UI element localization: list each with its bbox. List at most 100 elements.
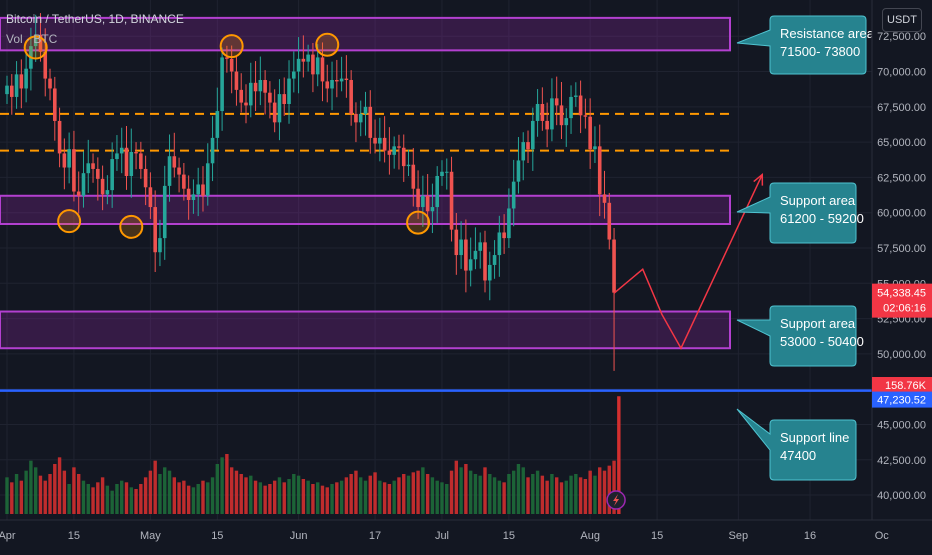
projection-path[interactable] — [613, 173, 764, 350]
zone-rect[interactable] — [0, 310, 731, 350]
callout-box[interactable]: Resistance area 71500- 73800 — [736, 15, 875, 75]
currency-button[interactable]: USDT — [882, 8, 922, 32]
candle-body — [526, 142, 530, 150]
projection-polyline[interactable] — [613, 174, 763, 350]
symbol-title[interactable]: Bitcoin / TetherUS, 1D, BINANCE — [6, 12, 184, 26]
zone-rect[interactable] — [0, 16, 731, 52]
candle-body — [53, 88, 57, 121]
volume-bar — [77, 474, 81, 514]
volume-bar — [167, 470, 172, 514]
candle-body — [344, 78, 349, 80]
candle-body — [153, 207, 157, 253]
time-tick-label[interactable]: 15 — [651, 530, 663, 542]
candle-body — [368, 106, 373, 138]
zone-rects[interactable] — [0, 16, 731, 350]
candle-body — [62, 153, 67, 168]
candle-body — [358, 113, 363, 123]
price-tick-label[interactable]: 50,000.00 — [877, 349, 926, 361]
touch-circle[interactable] — [219, 34, 244, 59]
touch-circles[interactable] — [23, 32, 431, 239]
volume-legend[interactable]: Vol · BTC — [6, 32, 58, 46]
candle-body — [43, 51, 48, 79]
price-tick-label[interactable]: 72,500.00 — [877, 31, 926, 43]
volume-bar — [392, 480, 396, 514]
price-tick-label[interactable]: 62,500.00 — [877, 172, 926, 184]
candle-body — [588, 116, 592, 150]
volume-bar — [473, 474, 478, 514]
candle-body — [487, 264, 492, 281]
touch-circle[interactable] — [23, 35, 48, 60]
zone-rect[interactable] — [0, 194, 731, 226]
time-axis[interactable]: Apr 15 May 15 Jun 17 Jul 15 Aug 15 Sep 16 Oc — [0, 519, 932, 550]
volume-bar — [206, 482, 210, 514]
time-tick-label[interactable]: Jun — [290, 530, 308, 542]
callout-box[interactable]: Support area 53000 - 50400 — [736, 305, 864, 367]
volume-bar — [373, 472, 377, 514]
volume-bar — [449, 470, 454, 514]
candle-body — [225, 57, 229, 59]
time-tick-label[interactable]: Oc — [875, 530, 890, 542]
volume-bar — [292, 474, 296, 514]
candle-body — [545, 120, 549, 130]
candle-body — [554, 98, 559, 106]
candle-body — [531, 120, 535, 150]
time-tick-label[interactable]: 15 — [68, 530, 80, 542]
time-tick-label[interactable]: 15 — [211, 530, 223, 542]
time-tick-label[interactable]: Sep — [729, 530, 749, 542]
volume-bar — [201, 480, 205, 514]
price-axis[interactable]: 72,500.00 70,000.00 67,500.00 65,000.00 62,5… — [871, 0, 932, 520]
volume-bar — [559, 482, 564, 514]
price-tick-label[interactable]: 65,000.00 — [877, 137, 926, 149]
volume-bar — [148, 470, 153, 514]
candle-body — [306, 54, 310, 62]
volume-bar — [416, 470, 420, 514]
candle-body — [550, 98, 554, 130]
volume-bar — [435, 480, 439, 514]
touch-circle[interactable] — [57, 209, 82, 234]
volume-bar — [129, 487, 133, 514]
price-tick-label[interactable]: 40,000.00 — [877, 490, 926, 502]
price-tick-label[interactable]: 42,500.00 — [877, 455, 926, 467]
callout-shape — [736, 408, 857, 481]
candle-body — [574, 95, 578, 97]
volume-bar — [468, 470, 473, 514]
candle-body — [57, 120, 62, 154]
candle-body — [167, 156, 172, 186]
volume-bar — [354, 470, 358, 514]
price-tick-label[interactable]: 70,000.00 — [877, 67, 926, 79]
callout-shape — [736, 182, 857, 244]
touch-circle[interactable] — [119, 214, 144, 239]
time-tick-label[interactable]: 17 — [369, 530, 381, 542]
candle-body — [205, 163, 210, 196]
callout-box[interactable]: Support area 61200 - 59200 — [736, 182, 864, 244]
volume-bar — [29, 460, 33, 514]
callouts[interactable]: Resistance area 71500- 73800 Support area 6… — [736, 15, 875, 481]
time-tick-label[interactable]: Aug — [580, 530, 600, 542]
touch-circle[interactable] — [406, 210, 431, 235]
candle-body — [67, 149, 71, 168]
volume-bar — [177, 482, 181, 514]
volume-bar — [378, 480, 382, 514]
candle-body — [516, 160, 521, 182]
candle-body — [320, 57, 325, 82]
time-tick-label[interactable]: May — [140, 530, 161, 542]
candle-body — [502, 232, 506, 239]
price-tick-label[interactable]: 45,000.00 — [877, 419, 926, 431]
price-tick-label[interactable]: 67,500.00 — [877, 102, 926, 114]
time-tick-label[interactable]: Apr — [0, 530, 16, 542]
time-tick-label[interactable]: 16 — [804, 530, 816, 542]
touch-circle[interactable] — [315, 32, 340, 57]
callout-box[interactable]: Support line 47400 — [736, 408, 857, 481]
price-tick-label[interactable]: 60,000.00 — [877, 208, 926, 220]
volume-bar — [478, 475, 482, 514]
callout-text: 47400 — [780, 448, 816, 463]
candle-body — [177, 167, 181, 175]
volume-bar — [239, 474, 243, 514]
volume-bar — [105, 485, 110, 514]
time-tick-label[interactable]: Jul — [435, 530, 449, 542]
time-tick-label[interactable]: 15 — [503, 530, 515, 542]
projection-arrowhead[interactable] — [753, 173, 764, 186]
price-tick-label[interactable]: 57,500.00 — [877, 243, 926, 255]
